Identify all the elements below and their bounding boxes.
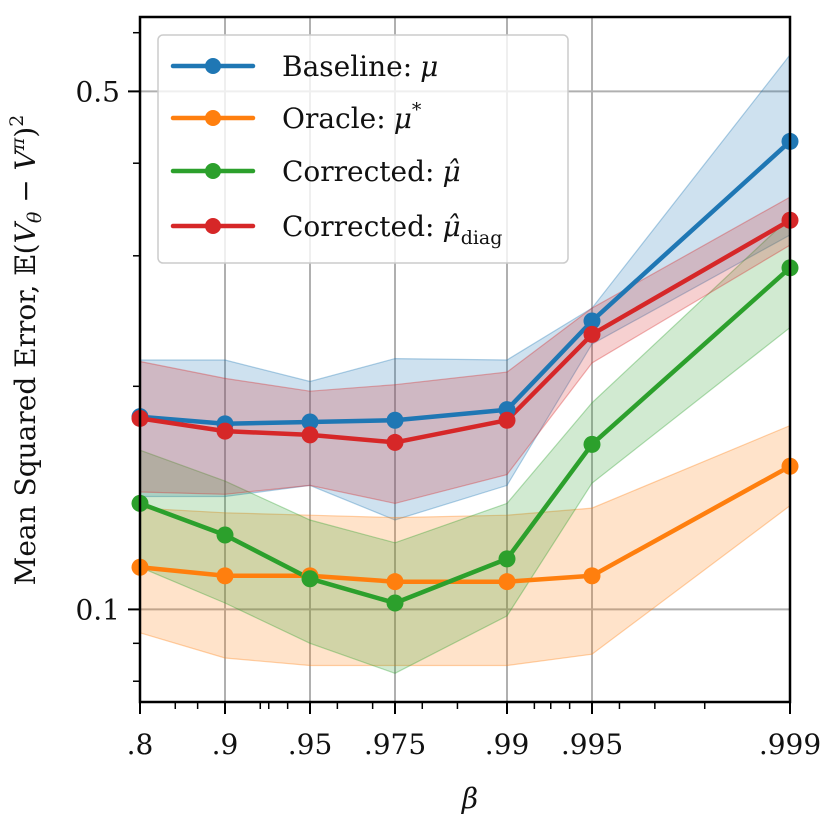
x-tick-label: .95 (288, 728, 333, 761)
y-tick-label: 0.5 (75, 75, 120, 108)
legend-entry-corrected: Corrected: μ̂ (170, 155, 461, 188)
y-axis-label-close-paren: ) (9, 127, 42, 138)
legend-entry-baseline: Baseline: μ (170, 50, 438, 83)
legend-label-oracle-symbol: μ (394, 102, 412, 135)
legend-label-oracle-prefix: Oracle: (282, 102, 386, 135)
ticks: .8 .9 .95 .975 .99 .995 .999 0.1 0.5 (75, 31, 821, 761)
y-axis-label-minus: − (9, 170, 42, 211)
point-series-1 (386, 573, 404, 591)
y-axis-label-v-theta: V (9, 220, 42, 243)
legend-label-baseline-prefix: Baseline: (282, 50, 412, 83)
point-series-3 (498, 411, 516, 429)
point-series-1 (583, 567, 601, 585)
y-axis-label-square: 2 (6, 115, 28, 127)
point-series-0 (301, 413, 319, 431)
x-tick-label: .995 (561, 728, 623, 761)
legend-label-oracle: Oracle: μ* (282, 99, 422, 135)
axes (138, 15, 792, 704)
x-tick-label: .8 (127, 728, 154, 761)
y-axis-label-open-paren: ( (9, 243, 42, 254)
point-series-2 (216, 526, 234, 544)
plot-frame (138, 15, 792, 704)
point-series-2 (498, 550, 516, 568)
legend-label-corrected-diag-symbol: μ̂ (442, 210, 460, 243)
x-tick-label: .99 (485, 728, 530, 761)
point-series-3 (386, 433, 404, 451)
y-axis-label-text: Mean Squared Error, (9, 276, 42, 586)
point-series-3 (583, 325, 601, 343)
legend-marker-corrected (205, 163, 221, 179)
legend-marker-baseline (205, 58, 221, 74)
legend-label-corrected: Corrected: μ̂ (282, 155, 461, 188)
axis-labels: β Mean Squared Error, 𝔼(Vθ − Vπ)2 (6, 115, 478, 815)
point-series-1 (498, 573, 516, 591)
y-axis-label: Mean Squared Error, 𝔼(Vθ − Vπ)2 (6, 115, 46, 586)
legend-label-oracle-star: * (412, 99, 422, 121)
y-axis-label-pi-superscript: π (7, 137, 29, 151)
point-series-0 (386, 411, 404, 429)
x-tick-label: .9 (212, 728, 239, 761)
point-series-2 (301, 570, 319, 588)
confidence-bands (139, 53, 791, 674)
legend: Baseline: μ Oracle: μ* Corrected: μ̂ Correc… (157, 34, 569, 264)
y-axis-label-v-pi: V (9, 147, 42, 170)
legend-label-corrected-diag-subscript: diag (461, 227, 503, 249)
legend-label-baseline: Baseline: μ (282, 50, 438, 83)
point-series-3 (301, 426, 319, 444)
legend-label-corrected-diag-prefix: Corrected: (282, 210, 434, 243)
x-tick-label: .999 (759, 728, 821, 761)
series-points (131, 132, 799, 612)
x-axis-label: β (461, 782, 478, 815)
legend-label-corrected-symbol: μ̂ (442, 155, 460, 188)
legend-box (157, 34, 569, 264)
y-axis-label-theta-subscript: θ (24, 211, 46, 223)
x-tick-label: .975 (364, 728, 426, 761)
legend-entry-corrected-diag: Corrected: μ̂diag (170, 210, 502, 249)
point-series-3 (216, 422, 234, 440)
point-series-2 (386, 594, 404, 612)
point-series-2 (583, 435, 601, 453)
point-series-1 (216, 567, 234, 585)
legend-marker-corrected-diag (205, 218, 221, 234)
legend-label-corrected-diag: Corrected: μ̂diag (282, 210, 502, 249)
y-tick-label: 0.1 (75, 593, 120, 626)
point-series-0 (583, 312, 601, 330)
legend-label-baseline-symbol: μ (420, 50, 438, 83)
legend-marker-oracle (205, 110, 221, 126)
legend-entry-oracle: Oracle: μ* (170, 99, 422, 135)
y-axis-label-expectation: 𝔼 (9, 254, 42, 275)
legend-label-corrected-prefix: Corrected: (282, 155, 434, 188)
